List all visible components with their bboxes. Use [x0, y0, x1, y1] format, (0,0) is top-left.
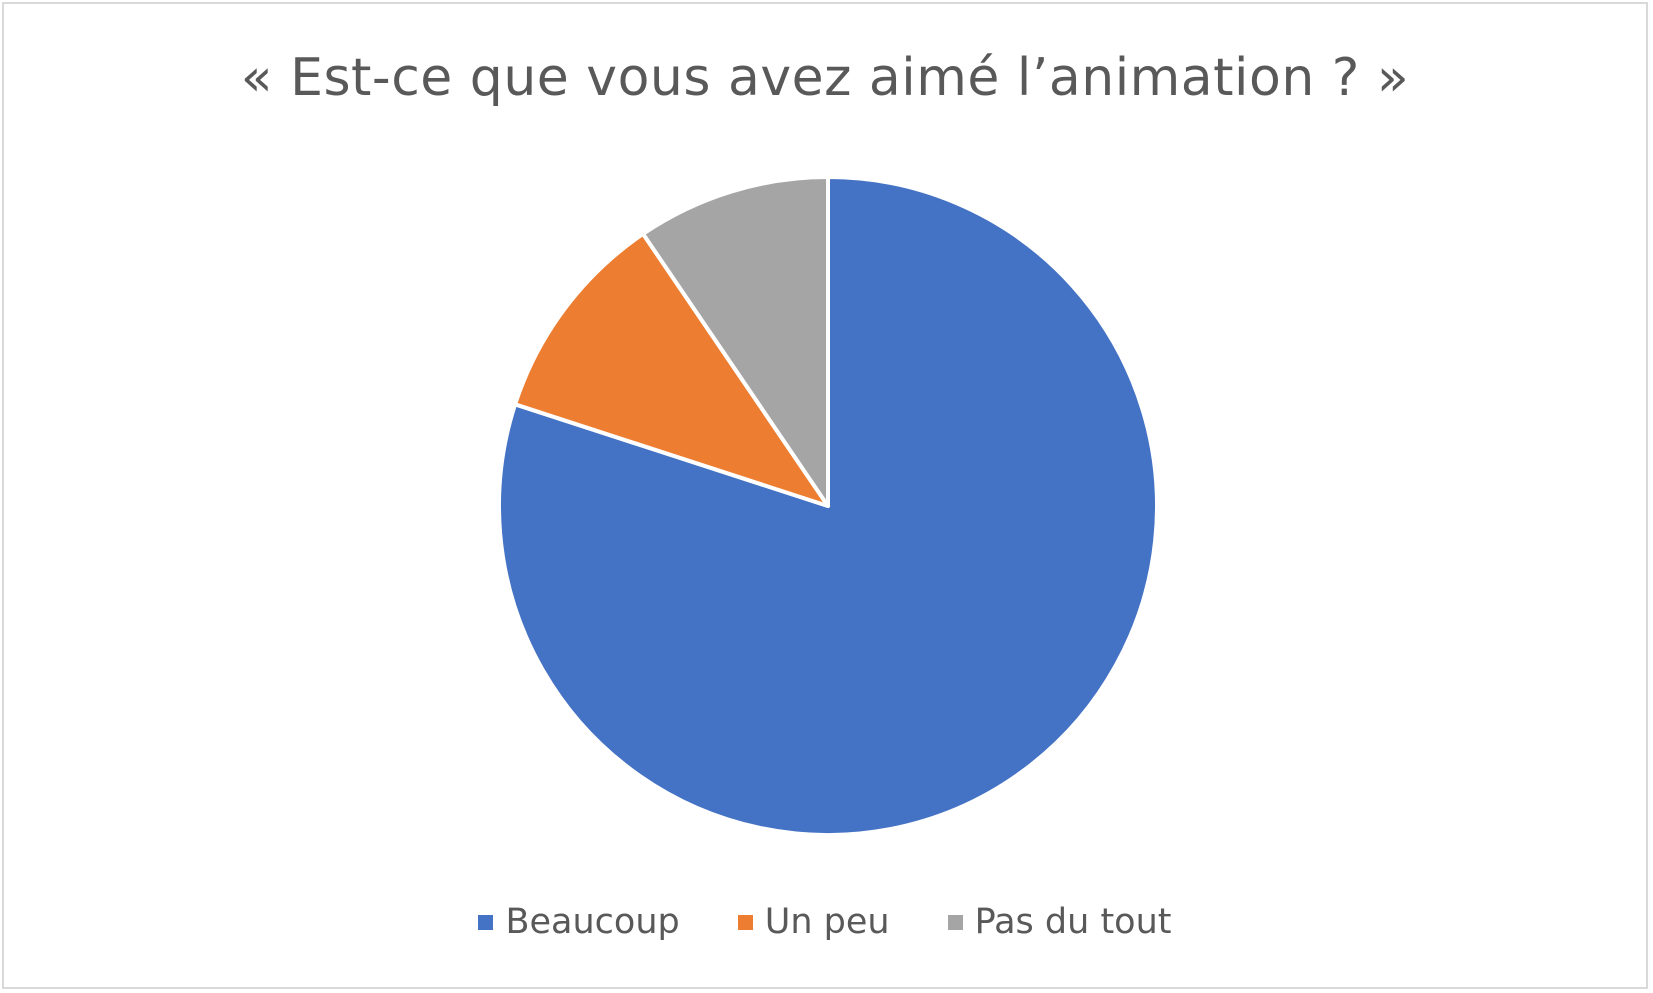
- legend-item-un-peu: Un peu: [737, 902, 890, 942]
- legend-item-pas-du-tout: Pas du tout: [947, 902, 1172, 942]
- legend-swatch: [478, 914, 494, 930]
- chart-title: « Est-ce que vous avez aimé l’animation …: [240, 48, 1410, 108]
- legend-label: Un peu: [764, 902, 890, 942]
- pie-slice-beaucoup: [497, 175, 1159, 837]
- pie-slice-un-peu: [513, 231, 830, 508]
- legend-label: Pas du tout: [974, 902, 1172, 942]
- pie-chart: [497, 175, 1159, 837]
- pie-slice-pas-du-tout: [641, 175, 830, 508]
- legend-swatch: [947, 914, 963, 930]
- legend-item-beaucoup: Beaucoup: [478, 902, 680, 942]
- legend-swatch: [737, 914, 753, 930]
- legend-label: Beaucoup: [505, 902, 680, 942]
- chart-legend: Beaucoup Un peu Pas du tout: [4, 902, 1646, 942]
